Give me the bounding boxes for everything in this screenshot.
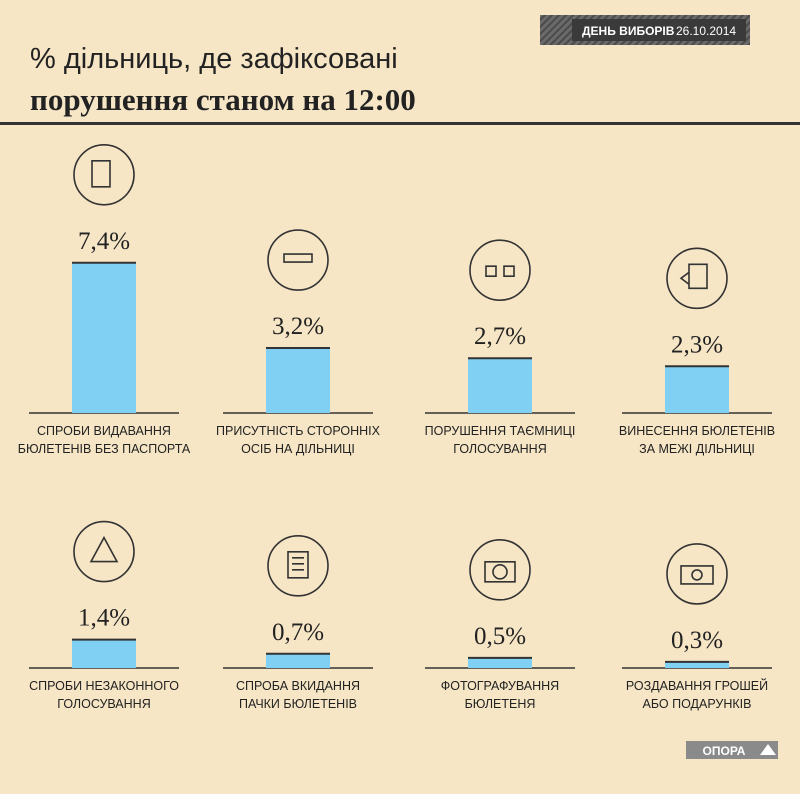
category-label: ВИНЕСЕННЯ БЮЛЕТЕНІВ bbox=[619, 424, 775, 438]
value-label: 7,4% bbox=[78, 228, 130, 255]
icon-circle bbox=[73, 143, 135, 206]
icon-circle bbox=[469, 539, 531, 601]
bar bbox=[72, 262, 136, 413]
badge-label: ДЕНЬ ВИБОРІВ bbox=[582, 24, 675, 38]
icon-circle bbox=[666, 247, 728, 310]
icon bbox=[484, 561, 516, 583]
category-label: ПОРУШЕННЯ ТАЄМНИЦІ bbox=[425, 424, 576, 438]
icon bbox=[91, 159, 111, 188]
category-label: ЗА МЕЖІ ДІЛЬНИЦІ bbox=[639, 442, 755, 456]
bar bbox=[266, 653, 330, 668]
category-label: ГОЛОСУВАННЯ bbox=[453, 442, 546, 456]
category-label: СПРОБА ВКИДАННЯ bbox=[236, 679, 360, 693]
icon-circle bbox=[267, 534, 329, 597]
category-label: БЮЛЕТЕНЯ bbox=[465, 697, 536, 711]
chart-title: % дільниць, де зафіксовані bbox=[30, 43, 398, 75]
logo-box bbox=[686, 741, 778, 759]
value-label: 3,2% bbox=[272, 313, 324, 340]
icon bbox=[485, 265, 515, 277]
category-label: ФОТОГРАФУВАННЯ bbox=[441, 679, 559, 693]
category-label: ПРИСУТНІСТЬ СТОРОННІХ bbox=[216, 424, 381, 438]
value-label: 0,5% bbox=[474, 623, 526, 650]
category-label: СПРОБИ ВИДАВАННЯ bbox=[37, 424, 171, 438]
value-label: 1,4% bbox=[78, 605, 130, 632]
logo: ОПОРА bbox=[703, 744, 746, 758]
icon bbox=[679, 263, 708, 290]
icon bbox=[283, 253, 313, 263]
divider bbox=[0, 122, 800, 125]
bar bbox=[266, 348, 330, 413]
category-label: АБО ПОДАРУНКІВ bbox=[643, 697, 752, 711]
bar bbox=[468, 657, 532, 668]
value-label: 2,3% bbox=[671, 331, 723, 358]
category-label: РОЗДАВАННЯ ГРОШЕЙ bbox=[626, 678, 768, 693]
category-label: СПРОБИ НЕЗАКОННОГО bbox=[29, 679, 179, 693]
icon bbox=[287, 550, 309, 579]
icon-circle bbox=[73, 520, 135, 583]
icon bbox=[89, 535, 119, 563]
badge-box bbox=[572, 19, 746, 41]
icon-circle bbox=[666, 543, 728, 605]
category-label: БЮЛЕТЕНІВ БЕЗ ПАСПОРТА bbox=[18, 442, 191, 456]
logo-mark bbox=[760, 744, 776, 755]
category-label: ПАЧКИ БЮЛЕТЕНІВ bbox=[239, 697, 357, 711]
value-label: 2,7% bbox=[474, 323, 526, 350]
category-label: ГОЛОСУВАННЯ bbox=[57, 697, 150, 711]
icon-circle bbox=[267, 229, 329, 291]
value-label: 0,7% bbox=[272, 619, 324, 646]
bar bbox=[72, 639, 136, 668]
icon bbox=[680, 565, 714, 585]
chart-subtitle: порушення станом на 12:00 bbox=[30, 82, 416, 117]
value-label: 0,3% bbox=[671, 627, 723, 654]
bar bbox=[665, 366, 729, 413]
icon-circle bbox=[469, 239, 531, 301]
badge-date: 26.10.2014 bbox=[676, 24, 736, 38]
category-label: ОСІБ НА ДІЛЬНИЦІ bbox=[241, 442, 355, 456]
bar bbox=[665, 661, 729, 668]
bar bbox=[468, 358, 532, 413]
